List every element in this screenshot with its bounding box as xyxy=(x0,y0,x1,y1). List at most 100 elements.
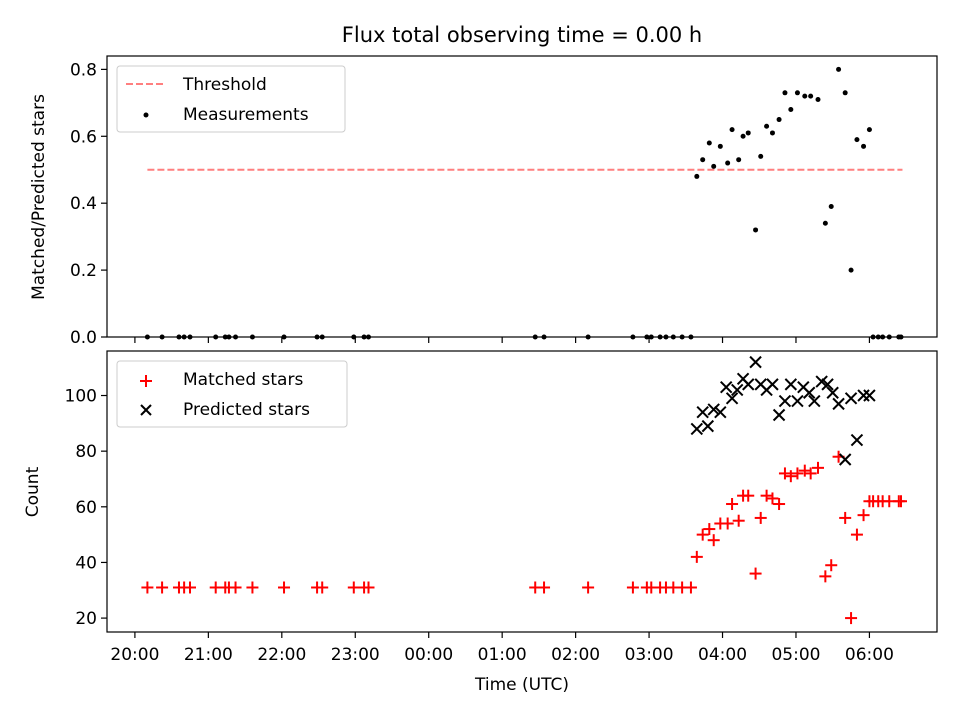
x-tick-label: 03:00 xyxy=(625,645,674,665)
bottom-panel-frame xyxy=(106,350,938,633)
matched-stars-point xyxy=(696,528,709,541)
matched-stars-point xyxy=(804,467,817,480)
measurements-point xyxy=(764,123,770,129)
predicted-stars-point xyxy=(838,453,852,466)
top-panel-frame xyxy=(106,55,938,338)
measurements-point xyxy=(745,130,751,136)
bottom-y-tick-label: 20 xyxy=(75,609,97,629)
top-y-axis-label: Matched/Predicted stars xyxy=(29,94,49,300)
matched-stars-point xyxy=(895,495,908,508)
top-y-tick-label: 0.4 xyxy=(70,194,97,214)
matched-stars-point xyxy=(229,581,242,594)
matched-stars-point xyxy=(690,550,703,563)
measurements-point xyxy=(725,160,731,166)
bottom-y-axis-label: Count xyxy=(23,466,43,517)
predicted-stars-point xyxy=(731,383,744,397)
x-tick-label: 21:00 xyxy=(184,645,233,665)
measurements-point xyxy=(842,90,848,96)
top-legend: Threshold Measurements xyxy=(116,65,346,133)
measurements-point xyxy=(822,220,828,226)
matched-stars-point xyxy=(278,581,291,594)
measurements-point xyxy=(794,90,800,96)
matched-stars-point xyxy=(766,492,779,505)
predicted-stars-point xyxy=(766,378,779,391)
measurements-point xyxy=(828,204,834,210)
predicted-stars-point xyxy=(832,397,845,411)
measurements-point xyxy=(782,90,788,96)
x-tick-label: 05:00 xyxy=(771,645,820,665)
predicted-stars-point xyxy=(850,433,864,447)
measurements-point xyxy=(769,130,775,136)
chart-title: Flux total observing time = 0.00 h xyxy=(342,23,702,47)
top-y-tick-label: 0.6 xyxy=(70,127,97,147)
bottom-y-tick-label: 40 xyxy=(75,553,97,573)
measurements-legend-swatch xyxy=(143,112,149,118)
matched-stars-point xyxy=(707,534,720,547)
bottom-y-axis: 20 40 60 80 100 xyxy=(65,387,107,629)
predicted-stars-point xyxy=(844,392,858,405)
measurements-point xyxy=(808,93,814,99)
predicted-stars-point xyxy=(778,394,792,408)
top-y-axis: 0.0 0.2 0.4 0.6 0.8 xyxy=(70,60,107,348)
bottom-panel: 20 40 60 80 100 20:00 21:00 22:00 23:00 00:00 01:… xyxy=(23,350,938,695)
matched-stars-legend-label: Matched stars xyxy=(183,370,303,390)
predicted-stars-legend-swatch xyxy=(140,404,152,416)
bottom-legend-box xyxy=(116,360,348,428)
bottom-y-tick-label: 60 xyxy=(75,498,97,518)
measurements-point xyxy=(711,163,717,169)
matched-stars-point xyxy=(246,581,259,594)
measurements-point xyxy=(866,127,872,133)
top-y-tick-label: 0.2 xyxy=(70,261,97,281)
matched-stars-legend-swatch xyxy=(140,375,152,387)
top-plot-area xyxy=(144,66,904,340)
predicted-stars-point xyxy=(802,386,816,399)
matched-stars-point xyxy=(141,581,154,594)
matched-stars-point xyxy=(538,581,551,594)
bottom-plot-area xyxy=(141,355,908,625)
measurements-point xyxy=(861,143,867,149)
bottom-legend: Matched stars Predicted stars xyxy=(116,360,348,428)
measurements-point xyxy=(740,133,746,139)
x-tick-label: 00:00 xyxy=(404,645,453,665)
matched-stars-point xyxy=(156,581,169,594)
predicted-stars-point xyxy=(714,406,727,419)
measurements-point xyxy=(694,173,700,179)
predicted-stars-point xyxy=(690,422,704,436)
top-y-tick-label: 0.0 xyxy=(70,328,97,348)
measurements-point xyxy=(736,157,742,163)
matched-stars-point xyxy=(732,514,745,527)
matched-stars-point xyxy=(819,570,832,583)
measurements-point xyxy=(854,137,860,143)
matched-stars-point xyxy=(839,511,852,524)
measurements-point xyxy=(776,117,782,123)
measurements-point xyxy=(836,66,842,72)
matched-stars-point xyxy=(760,489,773,502)
matched-stars-point xyxy=(684,581,697,594)
x-tick-label: 01:00 xyxy=(478,645,527,665)
predicted-stars-point xyxy=(749,355,762,369)
matched-stars-point xyxy=(582,581,595,594)
measurements-point xyxy=(753,227,759,233)
matched-stars-point xyxy=(703,523,716,536)
measurements-point xyxy=(758,153,764,159)
predicted-stars-point xyxy=(701,419,715,433)
measurements-point xyxy=(848,267,854,273)
top-panel: 0.00.20.40.60.8 Matched/Predicted stars … xyxy=(29,55,938,348)
matched-stars-point xyxy=(742,489,755,502)
x-axis-label: Time (UTC) xyxy=(474,675,569,695)
matched-stars-point xyxy=(726,498,739,511)
matched-stars-point xyxy=(754,511,767,524)
bottom-y-tick-label: 100 xyxy=(65,387,97,407)
x-tick-label: 04:00 xyxy=(698,645,747,665)
predicted-stars-legend-label: Predicted stars xyxy=(183,400,310,420)
matched-stars-point xyxy=(784,470,797,483)
top-x-ticks xyxy=(134,337,871,343)
x-tick-label: 23:00 xyxy=(331,645,380,665)
matched-stars-point xyxy=(362,581,375,594)
predicted-stars-point xyxy=(826,386,839,399)
matched-stars-point xyxy=(825,559,838,572)
matched-stars-point xyxy=(184,581,196,594)
measurements-point xyxy=(700,157,706,163)
matched-stars-point xyxy=(749,567,762,580)
